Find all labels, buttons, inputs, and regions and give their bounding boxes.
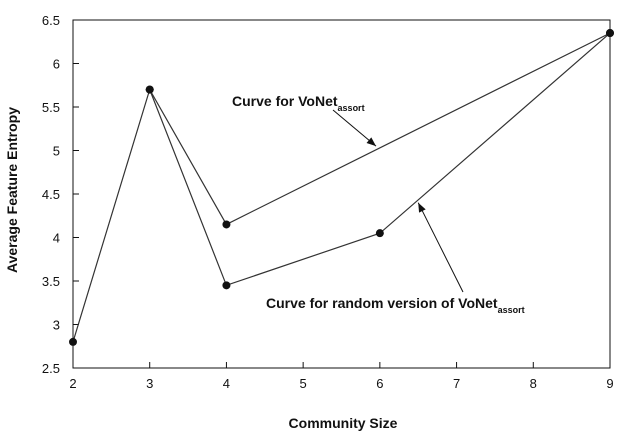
y-tick-label: 3.5: [42, 274, 60, 289]
annotation-arrow-line: [417, 202, 464, 293]
y-axis-title: Average Feature Entropy: [4, 107, 20, 273]
y-tick-label: 4: [53, 231, 60, 246]
annotation-arrow-head: [418, 202, 426, 213]
y-tick-label: 6: [53, 57, 60, 72]
x-tick-label: 3: [146, 376, 153, 391]
x-tick-label: 9: [606, 376, 613, 391]
data-point: [375, 229, 384, 238]
x-axis: 2 3 4 5 6 7 8 9: [69, 362, 614, 391]
y-tick-label: 2.5: [42, 361, 60, 376]
series-line-2: [149, 32, 611, 287]
series-lines: [72, 32, 611, 343]
data-point: [222, 220, 231, 229]
annotation-arrows: [332, 109, 464, 293]
data-point: [145, 85, 154, 94]
series-line-1: [72, 32, 611, 343]
annotation-arrow-line: [332, 109, 377, 147]
y-tick-label: 4.5: [42, 187, 60, 202]
data-point: [69, 337, 77, 346]
annotation-random-vonet-assort: Curve for random version of VoNetassort: [266, 295, 525, 315]
data-point: [606, 29, 614, 38]
x-axis-title: Community Size: [289, 415, 398, 431]
plot-area-frame: [72, 19, 611, 369]
x-tick-label: 4: [223, 376, 230, 391]
y-axis: 2.5 3 3.5 4 4.5 5 5.5 6 6.5: [42, 13, 79, 376]
y-tick-label: 3: [53, 318, 60, 333]
y-tick-label: 6.5: [42, 13, 60, 28]
series-markers: [69, 29, 614, 346]
y-tick-label: 5.5: [42, 100, 60, 115]
x-tick-label: 5: [300, 376, 307, 391]
x-tick-label: 2: [69, 376, 76, 391]
x-tick-label: 8: [530, 376, 537, 391]
annotation-vonet-assort: Curve for VoNetassort: [232, 93, 365, 113]
x-tick-label: 6: [376, 376, 383, 391]
data-point: [222, 281, 231, 290]
x-tick-label: 7: [453, 376, 460, 391]
annotation-arrow-head: [366, 137, 377, 147]
y-tick-label: 5: [53, 144, 60, 159]
